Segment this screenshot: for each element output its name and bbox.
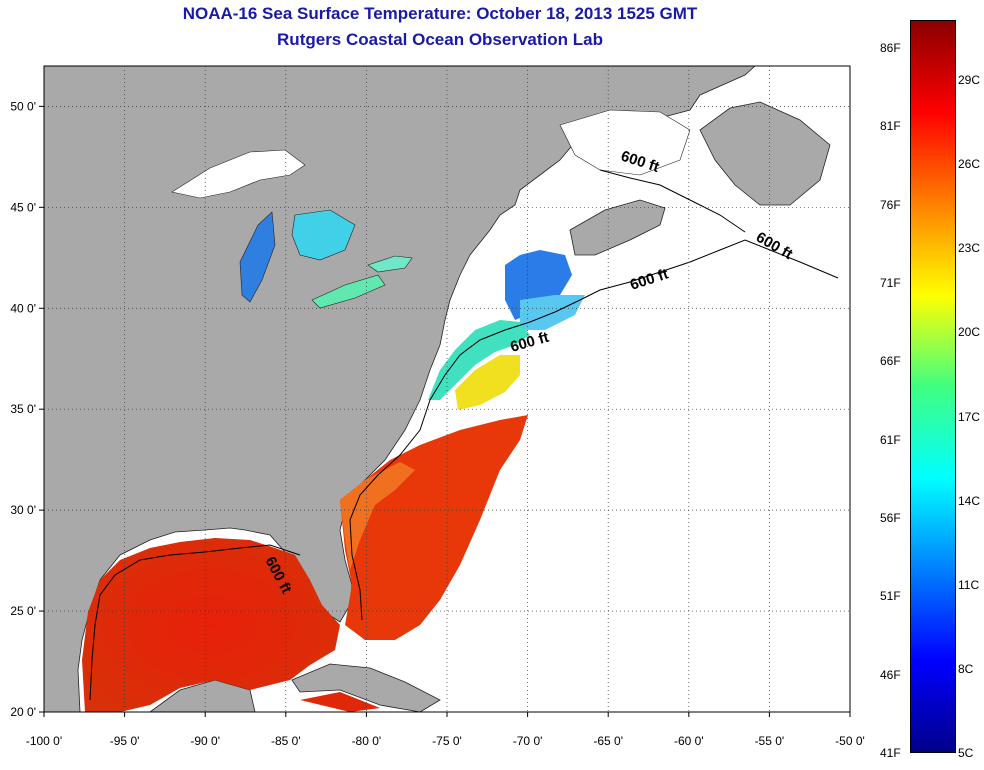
map-title: NOAA-16 Sea Surface Temperature: October…	[182, 4, 698, 23]
lon-tick-label: -95 0'	[110, 734, 140, 748]
colorbar-celsius-label: 20C	[958, 325, 981, 340]
lat-tick-label: 30 0'	[10, 503, 36, 517]
sst-south-atlantic-shelf	[340, 462, 415, 570]
lake-huron	[291, 209, 356, 261]
colorbar-fahrenheit-label: 41F	[880, 746, 901, 760]
colorbar-fahrenheit-label: 51F	[880, 589, 901, 604]
colorbar-fahrenheit-label: 46F	[880, 667, 901, 682]
lat-tick-label: 45 0'	[10, 200, 36, 214]
lon-tick-label: -55 0'	[755, 734, 785, 748]
lat-tick-label: 50 0'	[10, 99, 36, 113]
lon-tick-label: -85 0'	[271, 734, 301, 748]
colorbar-fahrenheit-label: 61F	[880, 432, 901, 447]
contour-600ft-gulf	[89, 544, 301, 701]
lon-tick-label: -70 0'	[513, 734, 543, 748]
nova-scotia-land	[569, 199, 666, 256]
lake-ontario	[367, 255, 413, 273]
colorbar-celsius-label: 11C	[958, 577, 980, 592]
sst-caribbean	[300, 692, 380, 712]
colorbar-fahrenheit-label: 76F	[880, 197, 901, 212]
colorbar-celsius-label: 29C	[958, 73, 981, 87]
sst-gulf-of-mexico	[82, 538, 340, 712]
lon-tick-label: -75 0'	[432, 734, 462, 748]
gridlines	[39, 66, 851, 717]
contour-600ft-southeast	[349, 399, 431, 621]
colorbar-celsius-label: 8C	[958, 661, 974, 676]
colorbar-celsius-label: 23C	[958, 241, 981, 256]
colorbar-celsius-label: 17C	[958, 409, 981, 424]
colorbar-fahrenheit-label: 66F	[880, 354, 901, 369]
colorbar-celsius-label: 14C	[958, 493, 981, 508]
lon-tick-label: -80 0'	[352, 734, 382, 748]
lon-tick-label: -60 0'	[674, 734, 704, 748]
newfoundland-land	[699, 101, 831, 206]
st-lawrence-nodata	[559, 109, 691, 176]
cuba-land	[291, 663, 441, 712]
contour-600ft-atlantic	[429, 239, 839, 401]
lat-tick-label: 40 0'	[10, 301, 36, 315]
lon-tick-label: -90 0'	[190, 734, 220, 748]
lon-tick-label: -100 0'	[26, 734, 62, 748]
lat-tick-label: 20 0'	[10, 705, 36, 719]
lon-tick-label: -65 0'	[593, 734, 623, 748]
sst-mid-atlantic-shelf	[428, 320, 530, 400]
colorbar-fahrenheit-label: 56F	[880, 511, 901, 525]
tick-labels: -100 0' -95 0' -90 0' -85 0' -80 0' -75 0' -70…	[10, 99, 864, 748]
colorbar-celsius-label: 26C	[958, 157, 981, 172]
sst-slope-water	[455, 355, 520, 410]
colorbar-fahrenheit-label: 86F	[880, 41, 901, 55]
colorbar-celsius-label: 5C	[958, 746, 974, 760]
lat-tick-label: 25 0'	[10, 604, 36, 618]
lat-tick-label: 35 0'	[10, 402, 36, 416]
contour-600ft-shelf-north	[599, 169, 746, 233]
colorbar-fahrenheit-label: 81F	[880, 119, 901, 134]
lon-tick-label: -50 0'	[835, 734, 865, 748]
map-subtitle: Rutgers Coastal Ocean Observation Lab	[277, 30, 603, 49]
colorbar-fahrenheit-label: 71F	[880, 276, 901, 290]
lake-michigan	[239, 211, 276, 303]
color-scale-bar	[910, 20, 956, 753]
